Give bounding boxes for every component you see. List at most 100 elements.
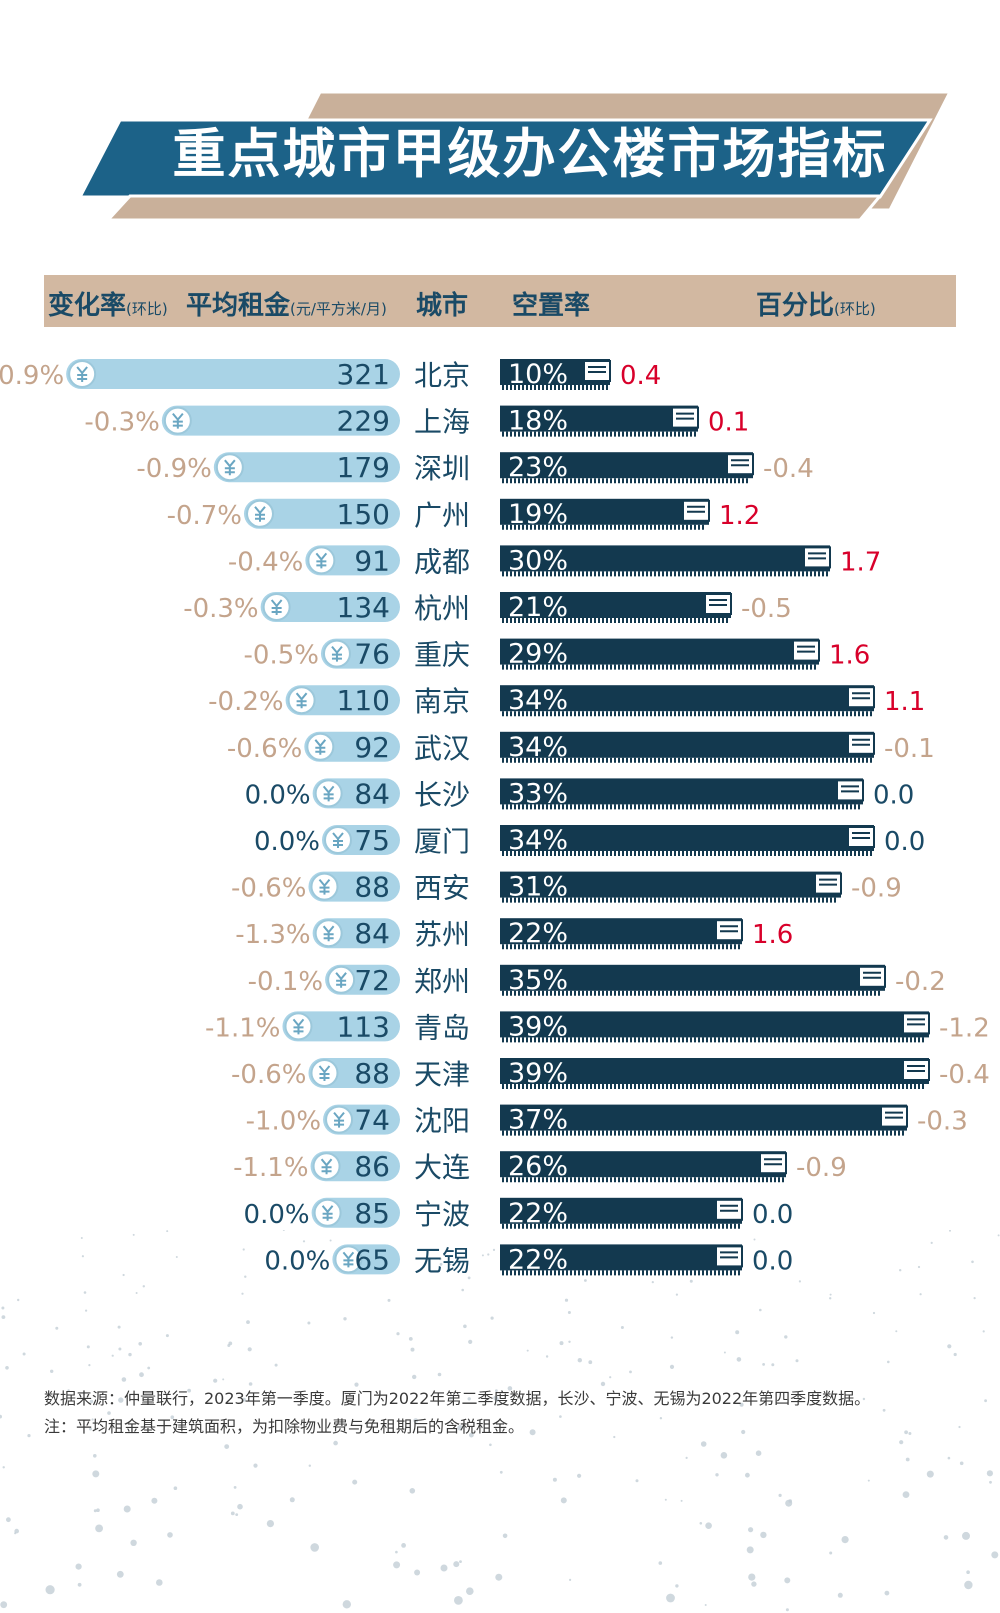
vacancy-bar-teeth bbox=[502, 478, 748, 484]
decor-dot bbox=[760, 1531, 767, 1539]
building-cap-lines bbox=[885, 1111, 903, 1119]
decor-dot bbox=[526, 1349, 529, 1352]
avg-rent-label: 平均租金 bbox=[186, 291, 291, 321]
building-cap-lines bbox=[588, 366, 606, 373]
decor-dot bbox=[872, 1311, 876, 1315]
chart-row: 91 -0.4% 成都 30% 1.7 bbox=[228, 544, 881, 578]
decor-dot bbox=[282, 1230, 285, 1231]
decor-dot bbox=[222, 1378, 225, 1381]
decor-dot bbox=[253, 1463, 258, 1468]
decor-dot bbox=[545, 1355, 549, 1358]
decor-dot bbox=[829, 1293, 832, 1296]
percent-change-label: -0.9 bbox=[796, 1153, 847, 1183]
change-rate-label: -0.7% bbox=[167, 501, 242, 531]
yuan-coin-icon bbox=[314, 919, 343, 948]
decor-dot bbox=[123, 1505, 131, 1513]
yuan-coin-icon bbox=[334, 1245, 363, 1274]
decor-dot bbox=[943, 1535, 949, 1540]
decor-dot bbox=[902, 1491, 910, 1498]
coin-yuan-glyph bbox=[342, 1251, 355, 1268]
decor-dot bbox=[917, 1265, 921, 1269]
vacancy-bar-teeth bbox=[502, 1270, 740, 1276]
decor-dot bbox=[414, 1569, 421, 1576]
decor-dot bbox=[666, 1593, 675, 1603]
decor-dot bbox=[412, 1374, 417, 1380]
decor-dot bbox=[17, 1298, 20, 1302]
percent-change-label: 1.1 bbox=[884, 687, 925, 717]
decor-dot bbox=[958, 1425, 961, 1429]
office-building-icon bbox=[759, 1152, 787, 1175]
building-cap-lines bbox=[852, 738, 870, 746]
vacancy-value-label: 35% bbox=[508, 965, 568, 996]
vacancy-bar-teeth bbox=[502, 1084, 924, 1089]
decor-dot bbox=[151, 1497, 158, 1504]
decor-dot bbox=[986, 1470, 994, 1477]
coin-yuan-glyph bbox=[320, 1158, 333, 1175]
chart-row: 113 -1.1% 青岛 39% -1.2 bbox=[205, 1010, 990, 1044]
decor-dot bbox=[481, 1254, 484, 1257]
office-building-icon bbox=[704, 593, 732, 615]
decor-dot bbox=[132, 1233, 135, 1236]
rent-bar bbox=[213, 452, 400, 483]
vacancy-value-label: 33% bbox=[508, 778, 568, 809]
building-cap-lines bbox=[852, 692, 870, 700]
yuan-coin-icon bbox=[306, 732, 335, 761]
decor-dot bbox=[96, 1508, 100, 1512]
coin-yuan-glyph bbox=[318, 878, 331, 895]
decor-dot bbox=[862, 1397, 866, 1401]
city-label: 广州 bbox=[414, 499, 470, 532]
change-rate-label: -0.9% bbox=[0, 361, 64, 391]
vacancy-value-label: 39% bbox=[508, 1011, 568, 1042]
city-label: 沈阳 bbox=[414, 1105, 470, 1138]
change-rate-label: -0.6% bbox=[231, 1060, 306, 1090]
vacancy-value-label: 26% bbox=[508, 1151, 568, 1182]
decor-dot bbox=[410, 1347, 415, 1352]
vacancy-value-label: 34% bbox=[508, 685, 568, 716]
decor-dot bbox=[552, 1477, 557, 1482]
decor-dot bbox=[5, 1366, 9, 1370]
decor-dot bbox=[560, 1497, 567, 1504]
vacancy-value-label: 10% bbox=[508, 359, 568, 390]
decor-dot bbox=[55, 1326, 59, 1330]
decor-dot bbox=[449, 1396, 453, 1400]
decor-dot bbox=[635, 1479, 639, 1483]
percent-change-label: -1.2 bbox=[939, 1013, 990, 1043]
decor-dot bbox=[247, 1347, 252, 1352]
rent-value-label: 134 bbox=[337, 591, 390, 624]
city-label: 南京 bbox=[414, 685, 470, 718]
rent-value-label: 65 bbox=[354, 1243, 390, 1276]
decor-dot bbox=[759, 1308, 762, 1312]
vacancy-bar-teeth bbox=[502, 944, 740, 950]
yuan-coin-icon bbox=[314, 779, 343, 808]
decor-dot bbox=[461, 1288, 465, 1292]
coin-yuan-glyph bbox=[295, 692, 308, 709]
vacancy-bar bbox=[500, 452, 753, 479]
decor-dot bbox=[352, 1479, 358, 1485]
vacancy-bar-teeth bbox=[502, 385, 608, 390]
rent-bar bbox=[260, 592, 400, 622]
decor-dot bbox=[170, 1415, 175, 1419]
coin-yuan-glyph bbox=[322, 925, 335, 942]
decor-dot bbox=[584, 1279, 587, 1282]
decor-dot bbox=[895, 1330, 898, 1333]
percent-change-label: -0.4 bbox=[763, 454, 814, 484]
decor-dot bbox=[142, 1285, 145, 1288]
chart-row: 72 -0.1% 郑州 35% -0.2 bbox=[248, 964, 946, 998]
decor-dot bbox=[569, 1578, 572, 1581]
office-building-icon bbox=[671, 406, 699, 429]
percent-change-label: -0.9 bbox=[851, 874, 902, 904]
city-label: 大连 bbox=[414, 1151, 470, 1184]
decor-dot bbox=[620, 1326, 624, 1329]
change-rate-label: -0.5% bbox=[244, 641, 319, 671]
vacancy-bar bbox=[500, 918, 742, 945]
market-indicator-chart: 321 -0.9% 北京 10% 0.4 229 -0.3% 上海 18% 0.1 179 -0.9%… bbox=[0, 358, 990, 1277]
decor-dot bbox=[989, 1480, 992, 1484]
decor-dot bbox=[785, 1499, 793, 1507]
yuan-coin-icon bbox=[322, 639, 351, 668]
office-building-icon bbox=[847, 686, 875, 709]
office-building-icon bbox=[902, 1012, 930, 1035]
decor-dot bbox=[736, 1357, 742, 1362]
city-label: 郑州 bbox=[414, 965, 470, 998]
decor-dot bbox=[333, 1440, 338, 1446]
decor-dot bbox=[577, 1473, 582, 1478]
